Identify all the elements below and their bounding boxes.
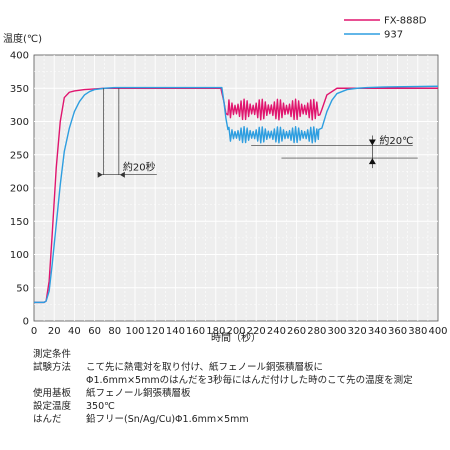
condition-value: 350℃ [86, 401, 115, 412]
x-tick-label: 340 [368, 326, 387, 337]
x-tick-label: 400 [428, 326, 447, 337]
y-tick-label: 150 [10, 217, 29, 228]
y-tick-label: 100 [10, 250, 29, 261]
x-tick-label: 20 [48, 326, 61, 337]
x-tick-label: 160 [186, 326, 205, 337]
x-tick-labels: 0 20 40 60 80 100 120 140 160 180 200 220 240 260 280 3… [31, 326, 448, 337]
conditions-title: 測定条件 [33, 349, 72, 360]
grid-lines [34, 55, 438, 321]
x-tick-label: 80 [108, 326, 121, 337]
x-tick-label: 240 [267, 326, 286, 337]
y-axis-label: 温度(℃) [3, 32, 42, 45]
y-tick-label: 350 [10, 84, 29, 95]
series-group [34, 85, 439, 304]
condition-row: 試験方法 こて先に熱電対を取り付け、紙フェノール銅張積層板に [33, 361, 413, 374]
y-tick-label: 250 [10, 150, 29, 161]
condition-key: 設定温度 [33, 401, 72, 412]
condition-row: Φ1.6mm×5mmのはんだを3秒毎にはんだ付けした時のこて先の温度を測定 [33, 374, 413, 387]
conditions-rows: 試験方法 こて先に熱電対を取り付け、紙フェノール銅張積層板に Φ1.6mm×5mmの… [33, 361, 413, 426]
condition-value: Φ1.6mm×5mmのはんだを3秒毎にはんだ付けした時のこて先の温度を測定 [86, 375, 413, 386]
x-tick-label: 120 [146, 326, 165, 337]
x-tick-label: 320 [348, 326, 367, 337]
x-tick-label: 60 [88, 326, 101, 337]
x-tick-label: 360 [388, 326, 407, 337]
condition-value: 鉛フリー(Sn/Ag/Cu)Φ1.6mm×5mm [86, 414, 249, 425]
condition-key: 試験方法 [33, 362, 72, 373]
y-tick-label: 200 [10, 184, 29, 195]
legend-label: FX-888D [384, 16, 427, 27]
legend-label: 937 [384, 30, 403, 41]
x-tick-label: 260 [287, 326, 306, 337]
y-tick-label: 50 [16, 283, 29, 294]
condition-key: はんだ [33, 414, 62, 425]
y-tick-label: 0 [23, 317, 29, 328]
condition-row: 使用基板 紙フェノール銅張積層板 [33, 387, 413, 400]
condition-row: はんだ 鉛フリー(Sn/Ag/Cu)Φ1.6mm×5mm [33, 413, 413, 426]
annotation-arrow-left-icon [97, 171, 103, 178]
measurement-conditions: 測定条件 試験方法 こて先に熱電対を取り付け、紙フェノール銅張積層板に Φ1.6mm… [33, 348, 413, 426]
x-tick-label: 300 [327, 326, 346, 337]
y-tick-labels: 0 50 100 150 200 250 300 350 400 [10, 51, 29, 328]
condition-key: 使用基板 [33, 388, 72, 399]
x-tick-label: 380 [408, 326, 427, 337]
x-tick-label: 0 [31, 326, 37, 337]
x-tick-label: 200 [226, 326, 245, 337]
annotation-time-label: 約20秒 [123, 161, 156, 174]
temperature-chart: 0 20 40 60 80 100 120 140 160 180 200 220 240 260 280 3… [3, 16, 448, 345]
x-axis-label: 時間（秒） [211, 331, 261, 344]
legend: FX-888D 937 [344, 16, 427, 41]
annotation-arrow-right-icon [119, 171, 125, 178]
condition-value: 紙フェノール銅張積層板 [86, 388, 191, 399]
annotations: 約20秒 約20℃ [97, 88, 418, 178]
series-line-937 [34, 85, 439, 304]
x-tick-label: 180 [206, 326, 225, 337]
x-tick-label: 100 [125, 326, 144, 337]
y-tick-label: 400 [10, 51, 29, 62]
condition-row: 設定温度 350℃ [33, 400, 413, 413]
annotation-arrow-down-icon [368, 139, 376, 146]
annotation-temp-label: 約20℃ [379, 134, 413, 147]
x-tick-label: 140 [166, 326, 185, 337]
x-tick-label: 220 [247, 326, 266, 337]
x-tick-label: 40 [68, 326, 81, 337]
x-tick-label: 280 [307, 326, 326, 337]
annotation-arrow-up-icon [368, 158, 376, 165]
y-tick-label: 300 [10, 117, 29, 128]
condition-value: こて先に熱電対を取り付け、紙フェノール銅張積層板に [86, 362, 324, 373]
